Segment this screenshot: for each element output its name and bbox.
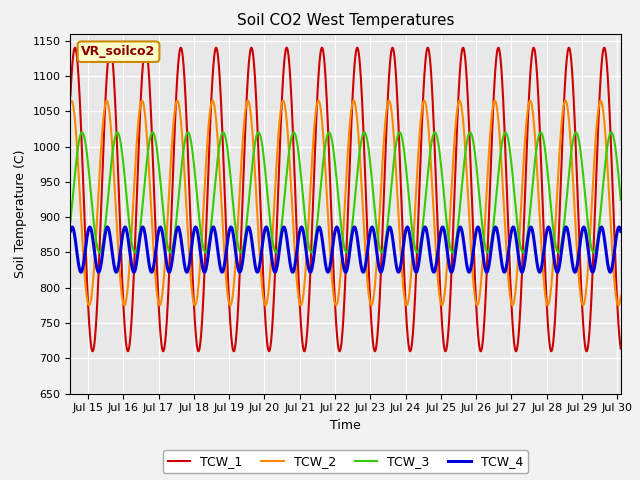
TCW_2 [129,197,137,203]
TCW_3 [67,218,74,224]
Line: TCW_4: TCW_4 [70,227,621,272]
X-axis label: Time: Time [330,419,361,432]
Line: TCW_1: TCW_1 [70,48,621,351]
TCW_1 [617,346,625,351]
TCW_2 [301,269,309,275]
TCW_4 [67,228,74,234]
TCW_3 [449,250,456,255]
TCW_3 [278,223,285,228]
Y-axis label: Soil Temperature (C): Soil Temperature (C) [14,149,27,278]
TCW_1 [278,102,285,108]
TCW_1 [71,45,79,50]
TCW_1 [67,93,74,98]
Title: Soil CO2 West Temperatures: Soil CO2 West Temperatures [237,13,454,28]
TCW_2 [544,302,552,308]
TCW_3 [162,233,170,239]
TCW_1 [607,126,614,132]
TCW_4 [617,228,625,234]
TCW_2 [617,293,625,299]
TCW_4 [302,245,310,251]
Legend: TCW_1, TCW_2, TCW_3, TCW_4: TCW_1, TCW_2, TCW_3, TCW_4 [163,450,528,473]
Text: VR_soilco2: VR_soilco2 [81,45,156,58]
TCW_3 [148,130,156,135]
TCW_2 [607,215,614,221]
Line: TCW_2: TCW_2 [70,101,621,305]
TCW_3 [617,197,625,203]
TCW_2 [547,286,555,291]
TCW_2 [67,99,74,105]
TCW_2 [103,98,111,104]
TCW_2 [278,101,285,107]
TCW_4 [607,269,614,275]
TCW_3 [547,206,555,212]
TCW_1 [547,348,555,354]
TCW_1 [162,330,170,336]
TCW_1 [512,348,520,354]
Line: TCW_3: TCW_3 [70,132,621,252]
TCW_3 [129,247,137,252]
TCW_1 [129,283,137,288]
TCW_4 [129,269,137,275]
TCW_3 [301,219,309,225]
TCW_1 [301,345,309,351]
TCW_4 [278,230,285,236]
TCW_4 [121,224,129,230]
TCW_3 [607,131,614,136]
TCW_4 [271,269,279,275]
TCW_4 [547,233,555,239]
TCW_2 [162,244,170,250]
TCW_4 [162,256,170,262]
